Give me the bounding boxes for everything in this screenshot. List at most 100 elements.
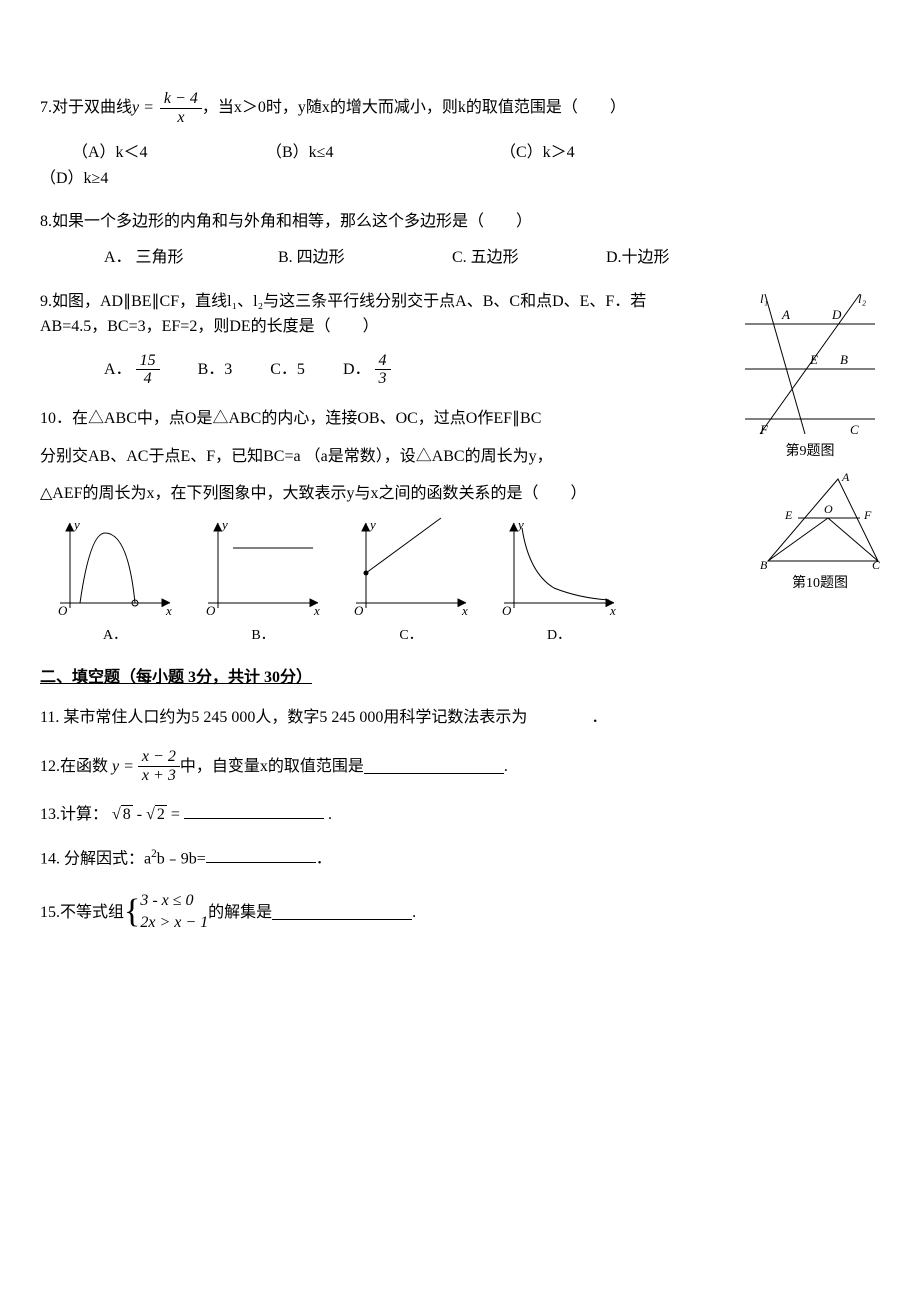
q10-tri-c: C: [872, 558, 880, 571]
svg-text:O: O: [354, 603, 364, 618]
svg-text:y: y: [516, 517, 524, 532]
q7-eq-lhs: y =: [132, 95, 154, 121]
q7-suffix: ，当x＞0时，y随x的增大而减小，则k的取值范围是（ ）: [202, 95, 626, 121]
question-11: 11. 某市常住人口约为5 245 000人，数字5 245 000用科学记数法…: [40, 705, 880, 731]
q10-figure: A E O F B C 第10题图: [760, 471, 880, 595]
q13-minus: -: [137, 806, 146, 823]
q7-prefix: 7.对于双曲线: [40, 95, 132, 121]
q9-caption: 第9题图: [740, 441, 880, 463]
q12-prefix: 12.在函数: [40, 754, 108, 780]
q12-eq-lhs: y =: [112, 754, 134, 780]
q13-eq: =: [171, 806, 184, 823]
q9-opt-c: C．5: [270, 357, 305, 383]
svg-text:O: O: [206, 603, 216, 618]
question-12: 12.在函数 y = x − 2 x + 3 中，自变量x的取值范围是 .: [40, 748, 880, 784]
q10-opt-d: D．: [494, 625, 624, 647]
q10-plot-b: y O x B．: [198, 513, 328, 647]
q8-opt-a: A． 三角形: [104, 245, 274, 271]
q10-line1: 10．在△ABC中，点O是△ABC的内心，连接OB、OC，过点O作EF∥BC: [40, 406, 700, 432]
q7-frac: k − 4 x: [160, 90, 202, 126]
q10-opt-a: A．: [50, 625, 180, 647]
svg-text:y: y: [368, 517, 376, 532]
section-2-title: 二、填空题（每小题 3分，共计 30分）: [40, 665, 880, 691]
question-13: 13.计算： √8 - √2 = .: [40, 802, 880, 828]
q14-blank: [206, 847, 316, 863]
q10-tri-o: O: [824, 502, 833, 516]
q13-prefix: 13.计算：: [40, 806, 108, 823]
q9-label-f: F: [759, 422, 769, 437]
q10-plots-row: y O x A． y O x: [50, 513, 752, 647]
q9-label-d: D: [831, 307, 842, 322]
question-15: 15.不等式组 { 3 - x ≤ 0 2x > x − 1 的解集是 .: [40, 890, 880, 935]
q7-opt-a: （A）k＜4: [72, 140, 262, 166]
q10-plot-d: y O x D．: [494, 513, 624, 647]
svg-text:x: x: [461, 603, 468, 618]
q9-label-e: E: [809, 352, 818, 367]
q9-label-c: C: [850, 422, 859, 437]
q9-opt-a-label: A．: [104, 357, 132, 383]
q12-frac: x − 2 x + 3: [138, 748, 180, 784]
question-14: 14. 分解因式：a2b﹣9b=．: [40, 846, 880, 872]
q10-tri-b: B: [760, 558, 768, 571]
q7-opt-c: （C）k＞4: [500, 140, 650, 166]
svg-text:y: y: [220, 517, 228, 532]
q10-plot-a: y O x A．: [50, 513, 180, 647]
svg-text:y: y: [72, 517, 80, 532]
q7-denom: x: [160, 109, 202, 127]
q12-mid: 中，自变量x的取值范围是: [180, 754, 364, 780]
q9-text: 9.如图，AD∥BE∥CF，直线l₁、l₂与这三条平行线分别交于点A、B、C和点…: [40, 289, 680, 340]
q13-sqrt-a: √8: [112, 805, 133, 823]
q9-label-a: A: [781, 307, 790, 322]
q14-prefix: 14. 分解因式：a: [40, 850, 151, 867]
svg-text:x: x: [609, 603, 616, 618]
q9-opt-d-frac: 4 3: [375, 352, 391, 388]
q10-plot-c: y O x C．: [346, 513, 476, 647]
q9-opt-b: B．3: [198, 357, 233, 383]
q15-row2: 2x > x − 1: [140, 912, 208, 934]
q10-tri-e: E: [784, 508, 793, 522]
q9-opt-d-label: D．: [343, 357, 371, 383]
q10-tri-a: A: [841, 471, 850, 484]
q13-sqrt-b: √2: [146, 805, 167, 823]
q8-options: A． 三角形 B. 四边形 C. 五边形 D.十边形: [104, 245, 880, 271]
q12-blank: [364, 758, 504, 774]
q9-l1: l₁: [760, 291, 768, 306]
q14-mid: b﹣9b=: [157, 850, 206, 867]
q15-row1: 3 - x ≤ 0: [140, 890, 208, 912]
q8-opt-b: B. 四边形: [278, 245, 448, 271]
svg-text:O: O: [58, 603, 68, 618]
q9-opt-a-frac: 15 4: [136, 352, 160, 388]
q15-suffix: .: [412, 900, 416, 926]
q10-svg: A E O F B C: [760, 471, 880, 571]
q15-mid: 的解集是: [208, 900, 272, 926]
q10-line2: 分别交AB、AC于点E、F，已知BC=a （a是常数），设△ABC的周长为y，: [40, 444, 700, 470]
q9-figure: l₁ l₂ A D E B F C 第9题图: [740, 289, 880, 463]
brace-icon: {: [124, 895, 140, 929]
q9-svg: l₁ l₂ A D E B F C: [740, 289, 880, 439]
svg-text:x: x: [165, 603, 172, 618]
q8-text: 8.如果一个多边形的内角和与外角和相等，那么这个多边形是（ ）: [40, 209, 880, 235]
question-8: 8.如果一个多边形的内角和与外角和相等，那么这个多边形是（ ） A． 三角形 B…: [40, 209, 880, 270]
q10-opt-c: C．: [346, 625, 476, 647]
svg-text:O: O: [502, 603, 512, 618]
q8-opt-c: C. 五边形: [452, 245, 602, 271]
q10-line3: △AEF的周长为x，在下列图象中，大致表示y与x之间的函数关系的是（ ）: [40, 481, 720, 507]
q13-suffix: .: [328, 806, 332, 823]
q14-suffix: ．: [316, 850, 332, 867]
q10-opt-b: B．: [198, 625, 328, 647]
q9-label-b: B: [840, 352, 848, 367]
q10-caption: 第10题图: [760, 573, 880, 595]
q13-blank: [184, 803, 324, 819]
q7-numer: k − 4: [160, 90, 202, 109]
q7-opt-b: （B）k≤4: [266, 140, 496, 166]
svg-text:x: x: [313, 603, 320, 618]
q7-opt-d: （D）k≥4: [40, 166, 108, 192]
q9-l2: l₂: [858, 291, 867, 306]
q7-options: （A）k＜4 （B）k≤4 （C）k＞4 （D）k≥4: [72, 140, 880, 191]
q12-suffix: .: [504, 754, 508, 780]
q15-system: 3 - x ≤ 0 2x > x − 1: [140, 890, 208, 935]
q15-blank: [272, 904, 412, 920]
q8-opt-d: D.十边形: [606, 245, 670, 271]
q15-prefix: 15.不等式组: [40, 900, 124, 926]
q10-tri-f: F: [863, 508, 872, 522]
